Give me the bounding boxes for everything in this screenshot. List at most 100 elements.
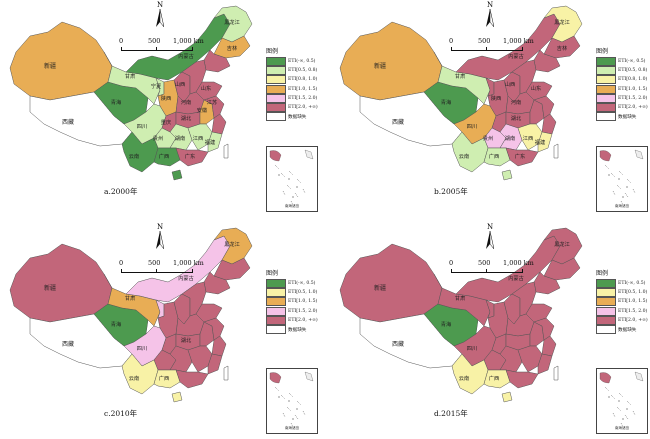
legend-item: ETI[0.8, 1.0) (596, 75, 650, 85)
province-label-henan: 河南 (181, 98, 191, 106)
province-label-gansu: 甘肃 (455, 294, 465, 302)
legend-label: ETI[2.0, +∞) (288, 105, 318, 111)
province-label-heilongjiang: 黑龙江 (554, 240, 570, 248)
province-label-chongqing: 重庆 (161, 118, 171, 126)
province-label-neimenggu: 内蒙古 (508, 274, 524, 282)
legend: 图例 ETI(-∞, 0.5) ETI[0.5, 0.8) ETI[0.8, 1.0… (266, 46, 334, 122)
province-guangdong (505, 369, 539, 389)
legend-title: 图例 (596, 48, 609, 55)
province-label-xinjiang: 新疆 (44, 62, 56, 70)
province-label-jiangxi: 江西 (193, 135, 203, 142)
legend-label: ETI(-∞, 0.5) (288, 59, 316, 65)
legend-title: 图例 (266, 48, 279, 55)
legend-swatch (596, 112, 616, 122)
province-label-shaanxi: 陕西 (491, 94, 501, 102)
scale-end: 1,000 km (503, 259, 534, 267)
legend-label: 数据缺失 (618, 327, 637, 333)
legend-swatch (596, 288, 616, 298)
legend-item: ETI[0.5, 0.8) (596, 66, 650, 76)
province-label-gansu: 甘肃 (125, 294, 135, 302)
province-label-qinghai: 青海 (111, 320, 121, 328)
legend-label: ETI[0.5, 1.0) (618, 290, 648, 296)
province-label-fujian: 福建 (535, 138, 545, 146)
province-taiwan (223, 143, 229, 159)
legend-item: ETI[2.0, +∞) (596, 103, 650, 113)
legend-swatch (266, 288, 286, 298)
province-label-shanxi: 山西 (175, 80, 185, 88)
legend-swatch (596, 75, 616, 85)
legend-item: ETI[0.5, 0.8) (266, 66, 334, 76)
south-china-sea-islands (599, 371, 644, 428)
legend-item: ETI[1.0, 1.5) (266, 297, 334, 307)
province-guangdong (175, 147, 209, 167)
province-label-heilongjiang: 黑龙江 (224, 18, 240, 26)
province-fujian (207, 131, 223, 153)
legend-item: 数据缺失 (266, 325, 334, 335)
legend-item: 数据缺失 (266, 112, 334, 122)
province-guangxi (153, 147, 181, 167)
legend-item: ETI[2.0, +∞) (266, 315, 334, 325)
legend-label: ETI[1.5, 2.0) (288, 95, 318, 101)
south-china-sea-islands (269, 371, 314, 428)
inset-title: 南海诸岛 (614, 426, 630, 430)
scale-zero: 0 (119, 259, 124, 267)
scale-zero: 0 (119, 37, 124, 45)
legend-label: 数据缺失 (618, 114, 637, 120)
province-guangdong (175, 369, 209, 389)
province-zhejiang (541, 335, 557, 357)
province-label-xizang: 西藏 (392, 118, 404, 126)
legend: 图例 ETI(-∞, 0.5) ETI[0.5, 1.0) ETI[1.0, 1.5… (596, 268, 650, 335)
province-label-hubei: 湖北 (511, 114, 522, 122)
legend-item: ETI[2.0, +∞) (266, 103, 334, 113)
scale-end: 1,000 km (503, 37, 534, 45)
province-label-neimenggu: 内蒙古 (178, 274, 194, 282)
inset-title: 南海诸岛 (284, 204, 300, 208)
province-label-heilongjiang: 黑龙江 (224, 240, 240, 248)
legend-item: 数据缺失 (596, 325, 650, 335)
province-label-guangdong: 广东 (515, 152, 525, 160)
province-zhejiang (211, 113, 227, 135)
province-label-guizhou: 贵州 (483, 134, 493, 142)
province-label-ningxia: 宁夏 (151, 82, 162, 90)
legend-item: ETI[1.0, 1.5) (266, 84, 334, 94)
scale-bar-tick (486, 269, 487, 272)
province-label-qinghai: 青海 (111, 98, 121, 106)
province-label-sichuan: 四川 (137, 123, 147, 130)
legend-label: ETI(-∞, 0.5) (618, 281, 646, 287)
north-arrow-label: N (156, 223, 164, 231)
province-label-anhui: 安徽 (197, 106, 208, 114)
province-hainan (501, 391, 513, 403)
province-xinjiang (9, 21, 113, 101)
province-label-shanxi: 山西 (505, 80, 515, 88)
map-panel-a: 新疆 西藏 青海 甘肃 内蒙古 黑龙江 吉林 宁夏 陕西 山西 山东 河南 四川 重庆 湖北 安徽 江苏 贵州 湖南… (0, 0, 320, 215)
province-label-yunnan: 云南 (129, 152, 139, 160)
scale-bar: 0 500 1,000 km (119, 259, 211, 273)
province-yunnan (121, 353, 159, 395)
legend-item: ETI[2.0, +∞) (596, 315, 650, 325)
province-label-xinjiang: 新疆 (44, 284, 56, 292)
province-label-xizang: 西藏 (62, 340, 74, 348)
province-xinjiang (339, 21, 443, 101)
north-arrow: N (154, 224, 166, 249)
scale-bar-line (121, 269, 193, 273)
scale-bar-line (451, 269, 523, 273)
province-label-jiangsu: 江苏 (207, 98, 217, 106)
scale-bar: 0 500 1,000 km (119, 37, 211, 51)
south-china-sea-islands (269, 149, 314, 206)
legend-item: ETI[1.5, 2.0) (266, 306, 334, 316)
legend-swatch (596, 57, 616, 67)
scale-zero: 0 (449, 259, 454, 267)
province-label-qinghai: 青海 (441, 320, 451, 328)
south-china-sea-inset: 南海诸岛 (266, 368, 318, 434)
north-arrow-label: N (486, 1, 494, 9)
province-label-henan: 河南 (511, 98, 521, 106)
province-label-hunan: 湖南 (505, 134, 515, 142)
map-panel-d: 新疆 西藏 青海 甘肃 内蒙古 黑龙江 四川 云南 广西 N 0 500 1,000 km 图例… (330, 222, 650, 437)
legend-item: ETI[1.5, 2.0) (266, 93, 334, 103)
legend-swatch (596, 93, 616, 103)
legend-label: ETI[1.0, 1.5) (288, 299, 318, 305)
legend-item: ETI(-∞, 0.5) (596, 57, 650, 67)
legend-label: ETI[1.5, 2.0) (618, 308, 648, 314)
province-label-shandong: 山东 (201, 84, 211, 92)
province-xinjiang (9, 243, 113, 323)
